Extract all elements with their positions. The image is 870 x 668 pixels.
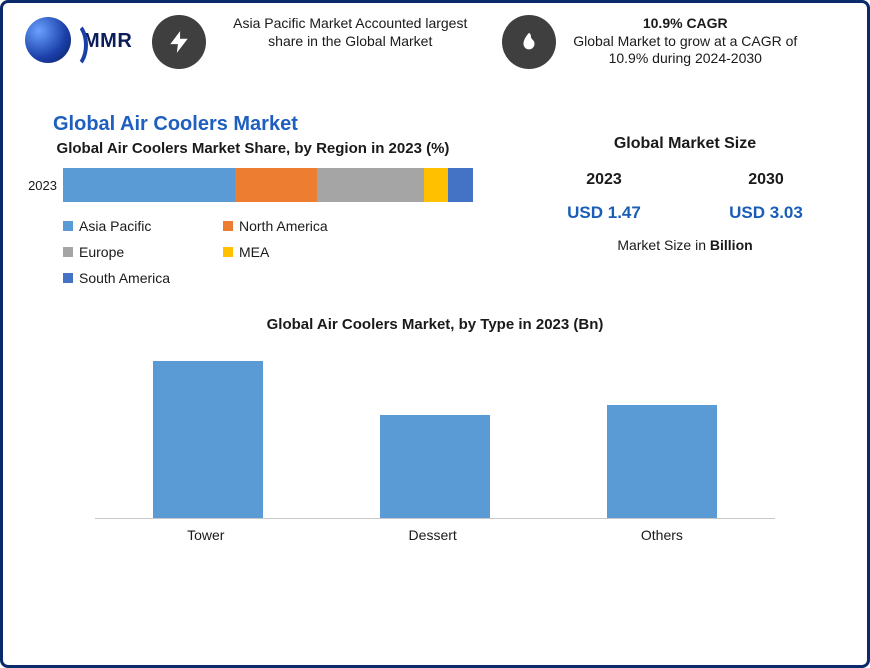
region-legend: Asia Pacific North America Europe MEA South … [63,218,483,286]
legend-swatch [63,273,73,283]
type-bar-label: Tower [187,527,224,543]
legend-swatch [223,247,233,257]
market-size-year: 2023 [567,171,641,189]
unit-bold: Billion [710,237,753,253]
legend-label: Asia Pacific [79,218,151,234]
type-plot-area [95,347,775,519]
legend-label: North America [239,218,328,234]
market-size-panel: Global Market Size 2023 USD 1.47 2030 USD 3… [523,113,847,286]
mmr-logo: MMR [23,15,132,67]
flame-icon [502,15,556,69]
highlight-cagr: 10.9% CAGR Global Market to grow at a CA… [502,15,802,69]
legend-label: South America [79,270,170,286]
legend-item: Europe [63,244,193,260]
type-bar [607,405,717,518]
highlight-asia-pacific: Asia Pacific Market Accounted largest sh… [152,15,482,69]
infographic-frame: MMR Asia Pacific Market Accounted larges… [0,0,870,668]
asia-pacific-text: Asia Pacific Market Accounted largest sh… [218,15,482,50]
market-size-value: USD 1.47 [567,203,641,223]
market-size-value: USD 3.03 [729,203,803,223]
globe-icon [23,15,75,67]
market-size-cell: 2030 USD 3.03 [729,171,803,223]
legend-swatch [63,247,73,257]
type-bar-label: Dessert [409,527,457,543]
region-segment [235,168,317,202]
bolt-icon [152,15,206,69]
stacked-bar [63,168,473,202]
region-segment [448,168,473,202]
type-bar-chart: Tower Dessert Others [95,347,775,547]
logo-text: MMR [83,30,132,53]
legend-swatch [223,221,233,231]
legend-item: Asia Pacific [63,218,193,234]
region-segment [63,168,235,202]
type-bar-label: Others [641,527,683,543]
type-x-axis: Tower Dessert Others [95,523,775,547]
legend-item: North America [223,218,353,234]
type-chart-title: Global Air Coolers Market, by Type in 20… [23,316,847,333]
cagr-sub: Global Market to grow at a CAGR of 10.9%… [568,33,802,68]
legend-label: MEA [239,244,269,260]
legend-item: South America [63,270,193,286]
type-bar [380,415,490,518]
region-y-label: 2023 [23,178,63,193]
market-size-cell: 2023 USD 1.47 [567,171,641,223]
type-bar [153,361,263,518]
region-stacked-bar: 2023 [23,168,483,202]
region-segment [424,168,449,202]
market-size-year: 2030 [729,171,803,189]
legend-label: Europe [79,244,124,260]
region-segment [317,168,424,202]
cagr-headline: 10.9% CAGR [568,15,802,33]
market-size-unit: Market Size in Billion [523,237,847,253]
region-chart-title: Global Air Coolers Market Share, by Regi… [23,140,483,158]
legend-swatch [63,221,73,231]
market-size-grid: 2023 USD 1.47 2030 USD 3.03 [523,171,847,223]
region-share-panel: Global Air Coolers Market Global Air Coo… [23,113,483,286]
market-title: Global Air Coolers Market [53,113,483,136]
middle-row: Global Air Coolers Market Global Air Coo… [23,113,847,286]
market-size-title: Global Market Size [523,135,847,153]
top-strip: MMR Asia Pacific Market Accounted larges… [23,15,847,105]
legend-item: MEA [223,244,353,260]
unit-prefix: Market Size in [617,237,710,253]
